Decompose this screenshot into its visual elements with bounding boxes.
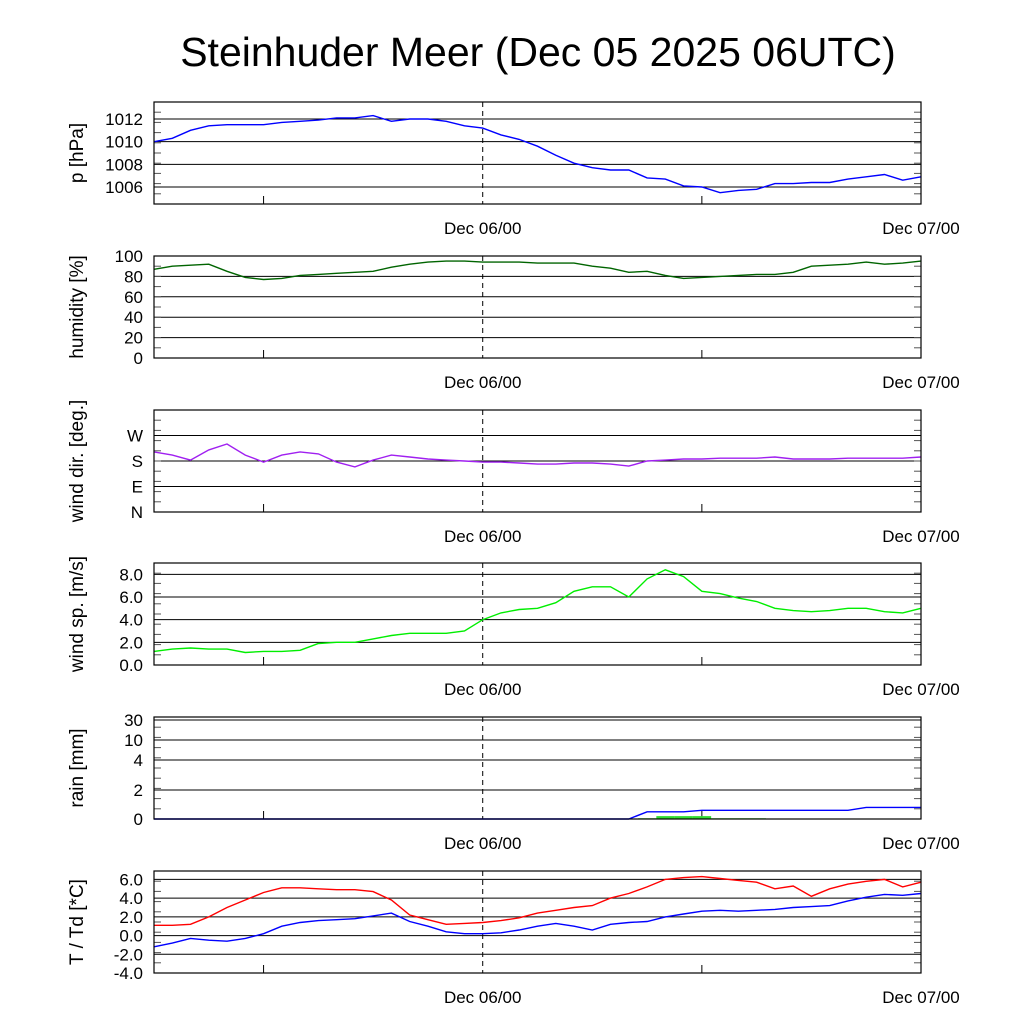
y-tick-label: -4.0	[114, 964, 143, 983]
y-tick-label: 30	[124, 711, 143, 730]
y-tick-label: 2.0	[119, 908, 143, 927]
y-tick-label: 2	[134, 781, 143, 800]
y-axis-label: wind sp. [m/s]	[67, 556, 88, 673]
y-axis-label: p [hPa]	[67, 123, 88, 183]
y-tick-label: 20	[124, 329, 143, 348]
x-tick-label: Dec 06/00	[444, 680, 522, 699]
x-tick-label: Dec 06/00	[444, 527, 522, 546]
plot-frame	[153, 716, 922, 820]
y-axis-label: wind dir. [deg.]	[67, 400, 88, 524]
y-tick-label: 0.0	[119, 927, 143, 946]
series-wind-direction	[153, 443, 922, 468]
plot-frame	[153, 562, 922, 666]
y-tick-label: 0.0	[119, 656, 143, 675]
x-tick-label: Dec 07/00	[882, 373, 960, 392]
plot-frame	[153, 409, 922, 513]
y-tick-label: 0	[134, 810, 143, 829]
y-tick-label: 80	[124, 267, 143, 286]
x-tick-label: Dec 06/00	[444, 373, 522, 392]
panel-wind-speed: 0.0 2.0 4.0 6.0 8.0 wind sp. [m/s] Dec 06/00 De…	[67, 556, 960, 699]
y-axis-label: humidity [%]	[67, 255, 88, 358]
x-tick-label: Dec 07/00	[882, 988, 960, 1007]
y-axis-label: T / Td [*C]	[67, 879, 88, 965]
y-tick-label: 1010	[105, 133, 143, 152]
x-tick-label: Dec 07/00	[882, 527, 960, 546]
x-tick-label: Dec 07/00	[882, 680, 960, 699]
rain-bar	[674, 816, 693, 819]
y-tick-label: -2.0	[114, 945, 143, 964]
x-tick-label: Dec 06/00	[444, 219, 522, 238]
panel-temperature: -4.0-2.00.02.04.06.0 T / Td [*C] Dec 06/00…	[67, 870, 960, 1007]
rain-bar	[656, 816, 675, 819]
y-tick-label: 40	[124, 308, 143, 327]
x-tick-label: Dec 07/00	[882, 834, 960, 853]
y-tick-label: 4.0	[119, 889, 143, 908]
y-axis-label: rain [mm]	[67, 728, 88, 807]
y-tick-label: 4.0	[119, 611, 143, 630]
plot-frame	[153, 101, 922, 205]
y-tick-label: 1006	[105, 178, 143, 197]
chart-title: Steinhuder Meer (Dec 05 2025 06UTC)	[180, 29, 896, 75]
x-tick-label: Dec 07/00	[882, 219, 960, 238]
y-tick-label: 100	[115, 247, 143, 266]
series-temperature	[154, 875, 922, 926]
y-tick-label: N	[131, 503, 143, 522]
rain-bar	[692, 816, 712, 819]
y-tick-label: 4	[134, 751, 143, 770]
y-tick-label: 2.0	[119, 633, 143, 652]
series-pressure	[153, 114, 922, 194]
y-tick-label: W	[127, 427, 143, 446]
y-tick-label: 6.0	[119, 870, 143, 889]
panel-pressure: 1006 1008 1010 1012 p [hPa] Dec 06/00 Dec 07/0…	[67, 101, 960, 238]
plot-frame	[153, 255, 922, 359]
series-wind-speed	[153, 569, 922, 654]
series-dewpoint	[153, 892, 922, 948]
x-tick-label: Dec 06/00	[444, 988, 522, 1007]
y-tick-label: 1008	[105, 155, 143, 174]
series-accumulated-rain	[154, 806, 921, 820]
y-tick-label: 0	[134, 349, 143, 368]
y-tick-label: 10	[124, 731, 143, 750]
y-tick-label: E	[132, 478, 143, 497]
series-humidity	[153, 260, 922, 281]
y-tick-label: 8.0	[119, 565, 143, 584]
y-tick-label: 6.0	[119, 588, 143, 607]
y-tick-label: 60	[124, 288, 143, 307]
x-tick-label: Dec 06/00	[444, 834, 522, 853]
y-tick-label: 1012	[105, 110, 143, 129]
y-tick-label: S	[132, 452, 143, 471]
plot-frame	[153, 870, 922, 974]
